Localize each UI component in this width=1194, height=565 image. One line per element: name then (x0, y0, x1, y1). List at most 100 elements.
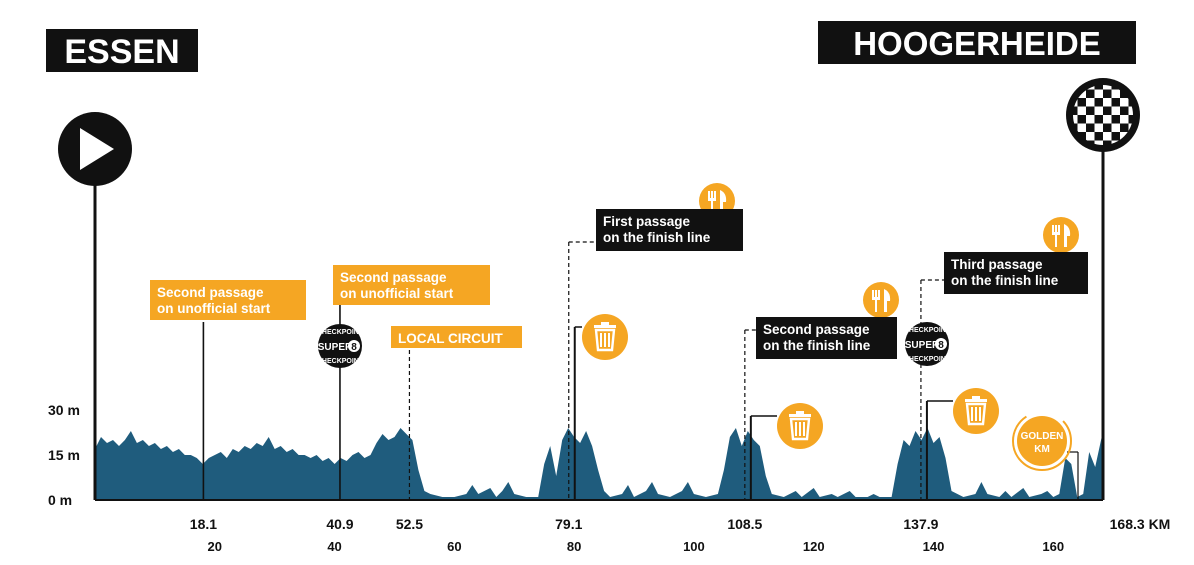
elevation-area (95, 428, 1103, 500)
golden-km-ring (1012, 411, 1072, 471)
marker-km-label: 40.9 (326, 516, 353, 532)
feed-circle (863, 282, 899, 318)
marker-label-text: First passage (603, 214, 691, 229)
super8-number: 8 (351, 342, 357, 353)
super8-ring-text: CHECKPOINT (904, 356, 951, 363)
checker-square (1073, 85, 1078, 90)
checker-square (1094, 123, 1103, 132)
super8-ring-text: CHECKPOINT (904, 327, 951, 334)
play-triangle (80, 128, 114, 170)
marker-label-text: on the finish line (763, 338, 871, 353)
marker-label-box (596, 209, 743, 251)
fork-neck (872, 297, 880, 300)
marker-label-box (333, 265, 490, 305)
start-play-icon (58, 112, 132, 186)
total-distance-label: 168.3 KM (1110, 516, 1171, 532)
checker-square (1077, 106, 1086, 115)
bin-handle (796, 411, 804, 414)
start-city-name: ESSEN (64, 33, 179, 71)
super8-number: 8 (938, 340, 944, 351)
marker-label-box (944, 252, 1088, 294)
x-tick-secondary: 60 (447, 539, 461, 554)
marker-label-text: on unofficial start (340, 286, 454, 301)
x-tick-secondary: 80 (567, 539, 581, 554)
checker-square (1111, 89, 1120, 98)
fork-tine (708, 191, 710, 199)
super8-ring-text: CHECKPOINT (317, 358, 364, 365)
feed-circle (1043, 217, 1079, 253)
checker-square (1094, 140, 1103, 145)
marker-km-label: 137.9 (903, 516, 938, 532)
waste-zone-icon (953, 388, 999, 434)
checker-square (1111, 106, 1120, 115)
finish-city-box (818, 21, 1136, 64)
bin-handle (601, 322, 609, 325)
finish-city-name: HOOGERHEIDE (853, 25, 1101, 62)
x-tick-secondary: 120 (803, 539, 825, 554)
x-tick-secondary: 40 (327, 539, 341, 554)
fork-handle (875, 299, 877, 312)
waste-zone-icon (777, 403, 823, 449)
x-tick-secondary: 100 (683, 539, 705, 554)
fork-neck (1052, 232, 1060, 235)
fork-tine (714, 191, 716, 199)
x-tick-secondary: 20 (208, 539, 222, 554)
marker-label: LOCAL CIRCUIT (391, 326, 522, 348)
checker-square (1111, 123, 1120, 132)
fork-handle (1055, 234, 1057, 247)
feed-zone-icon (1043, 217, 1079, 253)
super8-ring-text: CHECKPOINT (317, 329, 364, 336)
knife-blade (720, 190, 727, 213)
marker-label-text: LOCAL CIRCUIT (398, 331, 503, 346)
checker-square (1086, 115, 1095, 124)
checker-square (1103, 98, 1112, 107)
marker-label-text: Second passage (763, 322, 870, 337)
bin-lid (965, 399, 987, 402)
checker-square (1120, 115, 1129, 124)
x-tick-secondary: 140 (923, 539, 945, 554)
super8-circle (905, 322, 949, 366)
fork-tine (711, 191, 713, 199)
golden-km-icon: GOLDEN KM (1012, 411, 1072, 471)
super8-number-circle (348, 340, 360, 352)
checker-square (1103, 132, 1112, 141)
super8-text: SUPER (318, 342, 353, 353)
marker-km-label: 18.1 (190, 516, 217, 532)
waste-zone-icon (582, 314, 628, 360)
y-tick-label: 30 m (48, 402, 80, 418)
checker-square (1128, 106, 1133, 115)
marker-label-box (391, 326, 522, 348)
knife-blade (1064, 224, 1071, 247)
super8-number-circle (935, 338, 947, 350)
checker-square (1094, 106, 1103, 115)
marker-label-box (756, 317, 897, 359)
marker-label-text: on unofficial start (157, 301, 271, 316)
fork-tine (1058, 225, 1060, 233)
marker-km-label: 52.5 (396, 516, 423, 532)
feed-zone-icon (863, 282, 899, 318)
bin-lid (789, 414, 811, 417)
fork-tine (872, 290, 874, 298)
start-city-box (46, 29, 198, 72)
knife-blade (884, 289, 891, 312)
fork-handle (711, 200, 713, 213)
bin-lid (594, 325, 616, 328)
checker-square (1086, 98, 1095, 107)
bin-body (965, 402, 987, 426)
golden-km-text: KM (1034, 444, 1050, 455)
golden-km-circle (1017, 416, 1067, 466)
marker-label-text: Third passage (951, 257, 1043, 272)
x-tick-secondary: 160 (1042, 539, 1064, 554)
marker-label-text: Second passage (157, 285, 264, 300)
marker-label-text: on the finish line (951, 273, 1059, 288)
checker-square (1128, 140, 1133, 145)
fork-tine (1055, 225, 1057, 233)
super8-text: SUPER (905, 340, 940, 351)
